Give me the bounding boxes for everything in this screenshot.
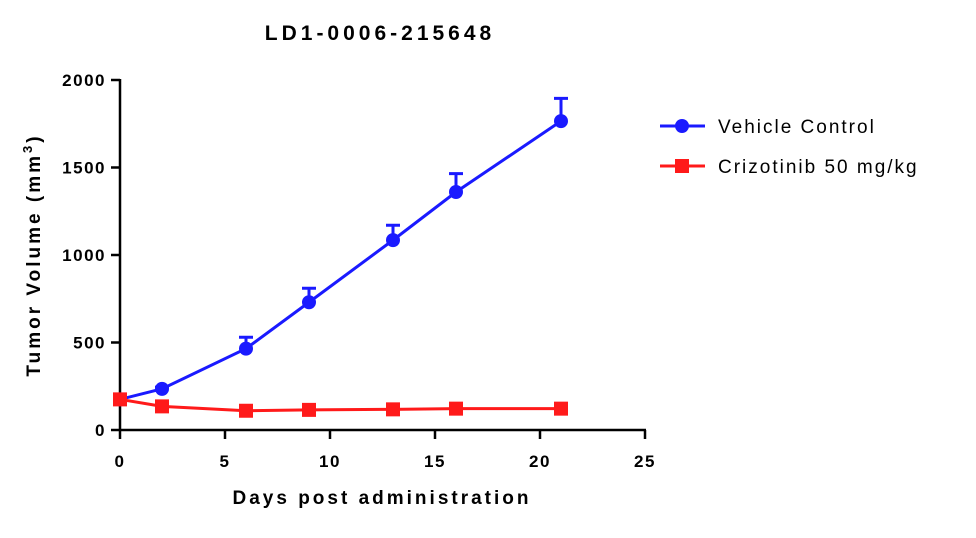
- plot-area: [113, 96, 568, 418]
- y-ticks: 0 500 1000 1500 2000: [62, 71, 120, 440]
- x-tick-label: 10: [319, 452, 341, 471]
- series-1: [113, 392, 568, 418]
- data-point: [449, 185, 463, 199]
- data-point: [113, 392, 127, 407]
- legend: Vehicle Control Crizotinib 50 mg/kg: [660, 117, 919, 178]
- y-axis-title: Tumor Volume (mm3): [20, 133, 45, 376]
- axes: 0 500 1000 1500 2000 0 5 10 15 20 25: [62, 71, 656, 471]
- y-axis-title-main: Tumor Volume (mm: [24, 153, 45, 377]
- data-point: [386, 233, 400, 248]
- y-tick-label: 1500: [62, 159, 106, 178]
- y-tick-label: 500: [73, 334, 106, 353]
- series-0: [113, 96, 568, 407]
- y-tick-label: 1000: [62, 246, 106, 265]
- x-tick-label: 15: [424, 452, 446, 471]
- x-tick-label: 25: [634, 452, 656, 471]
- data-point: [302, 402, 316, 417]
- legend-label-vehicle-control: Vehicle Control: [718, 117, 876, 138]
- data-point: [155, 381, 169, 396]
- series-line: [119, 119, 562, 401]
- data-point: [239, 403, 253, 418]
- x-tick-label: 20: [529, 452, 551, 471]
- chart-title: LD1-0006-215648: [265, 22, 495, 45]
- legend-label-crizotinib: Crizotinib 50 mg/kg: [718, 157, 919, 178]
- y-tick-label: 0: [95, 421, 106, 440]
- y-axis-title-end: ): [24, 133, 45, 142]
- legend-marker-vehicle-control: [675, 119, 689, 133]
- data-point: [155, 399, 169, 414]
- x-axis-title: Days post administration: [233, 488, 532, 509]
- x-tick-label: 0: [115, 452, 126, 471]
- data-point: [554, 114, 568, 129]
- x-tick-label: 5: [220, 452, 231, 471]
- x-ticks: 0 5 10 15 20 25: [115, 430, 656, 471]
- data-point: [239, 341, 253, 356]
- data-point: [386, 402, 400, 417]
- data-point: [302, 295, 316, 310]
- legend-marker-crizotinib: [675, 159, 689, 173]
- data-point: [554, 401, 568, 416]
- data-point: [449, 401, 463, 416]
- y-axis-title-superscript: 3: [20, 143, 35, 153]
- series-line: [119, 397, 561, 413]
- y-tick-label: 2000: [62, 71, 106, 90]
